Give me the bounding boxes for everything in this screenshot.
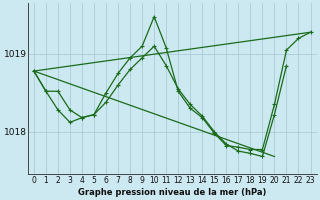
X-axis label: Graphe pression niveau de la mer (hPa): Graphe pression niveau de la mer (hPa) <box>78 188 266 197</box>
